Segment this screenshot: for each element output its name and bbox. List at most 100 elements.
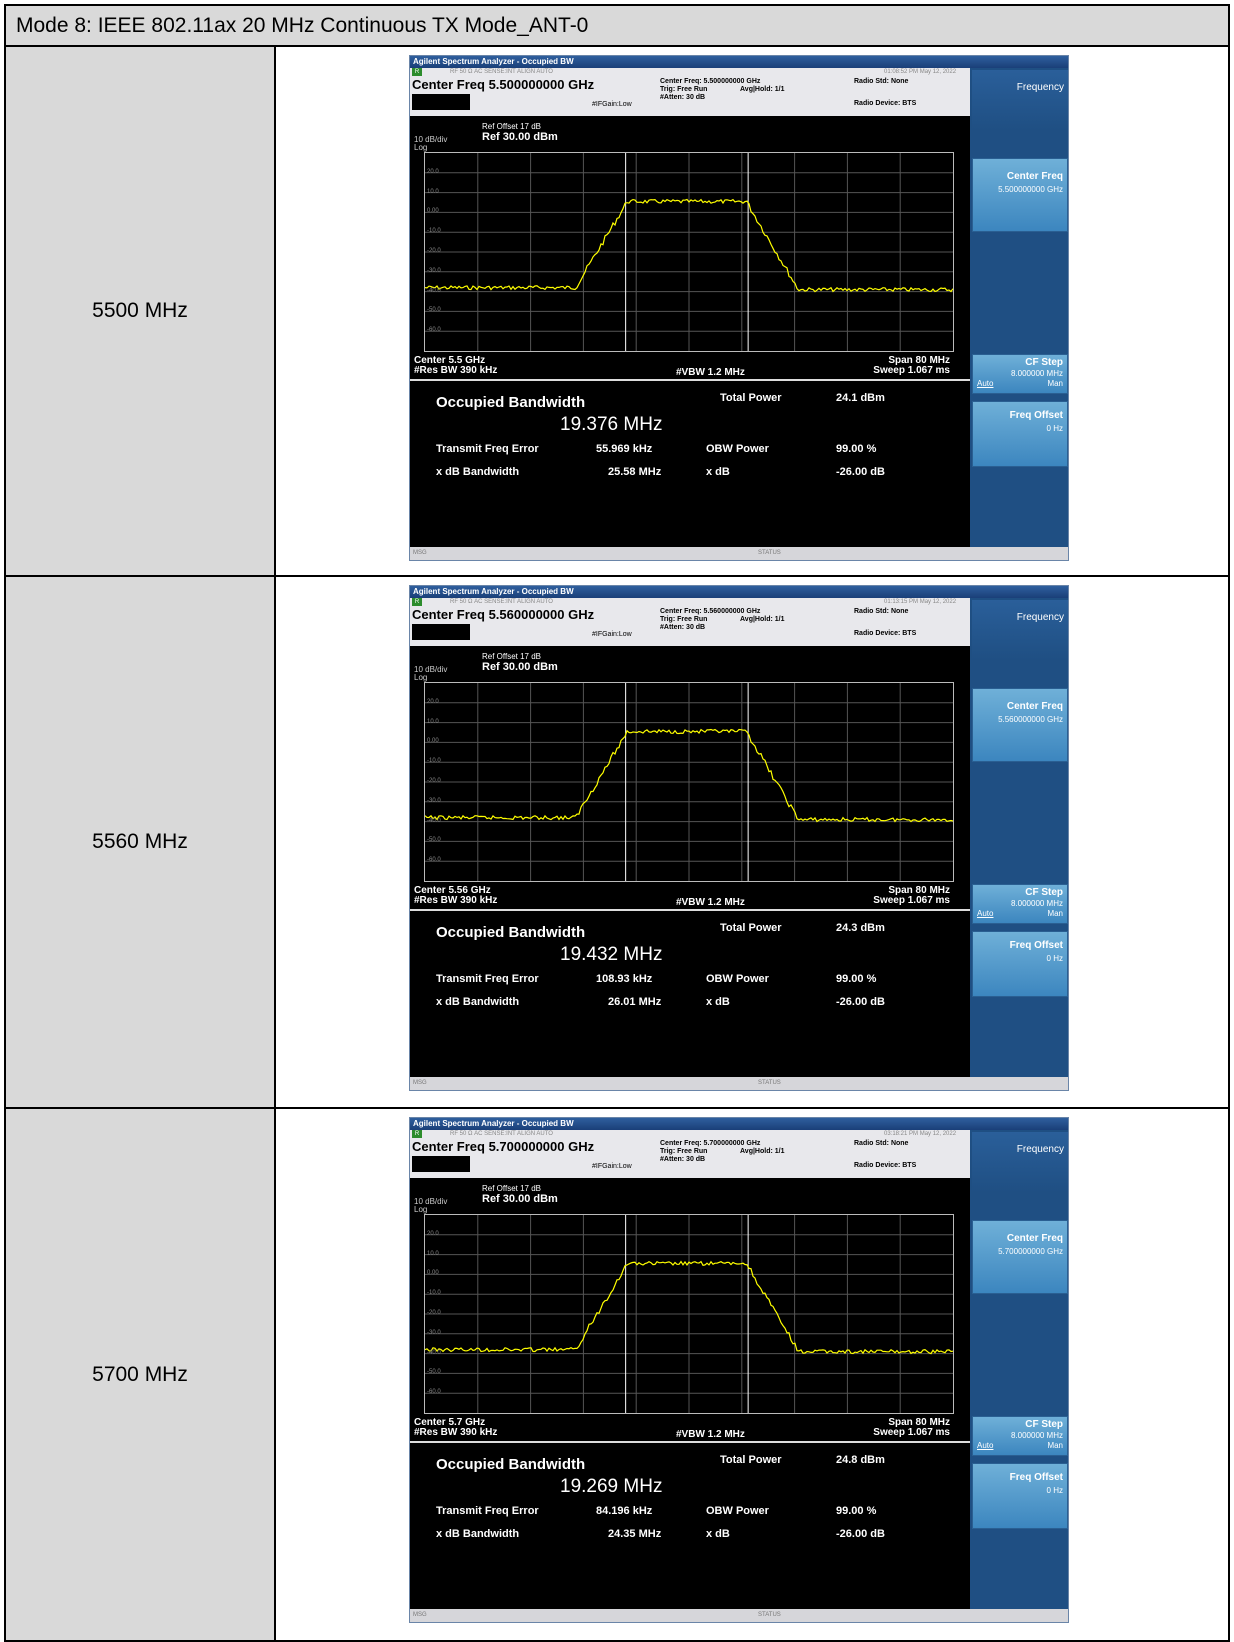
center-freq-readout[interactable]: Center Freq 5.560000000 GHz	[412, 607, 595, 622]
atten-label: #Atten: 30 dB	[660, 94, 706, 101]
y-tick-label: -50.0	[427, 837, 441, 844]
auto-option[interactable]: Auto	[977, 909, 994, 918]
freq-offset-softkey[interactable]: Freq Offset 0 Hz	[972, 1463, 1068, 1529]
xdb-value: -26.00 dB	[836, 996, 885, 1008]
ref-level-label: Ref 30.00 dBm	[482, 131, 558, 143]
span-sweep-labels: Span 80 MHz Sweep 1.067 ms	[873, 1418, 950, 1438]
center-freq-softkey[interactable]: Center Freq 5.500000000 GHz	[972, 158, 1068, 232]
spectrum-graticule: 20.0 10.0 0.00 -10.0 -20.0 -30.0 -40.0 -50.0 -60…	[424, 152, 954, 352]
radio-device-label: Radio Device: BTS	[854, 1162, 917, 1169]
table-row: 5700 MHz Agilent Spectrum Analyzer - Occ…	[4, 1107, 1230, 1642]
obw-title: Occupied Bandwidth	[436, 394, 586, 411]
frequency-label: 5700 MHz	[4, 1107, 276, 1642]
table-row: 5560 MHz Agilent Spectrum Analyzer - Occ…	[4, 575, 1230, 1109]
radio-std-label: Radio Std: None	[854, 78, 909, 85]
r-flag: R	[412, 68, 422, 76]
status-top-row: R RF 50 Ω AC SENSE:INT ALIGN AUTO 01:13:…	[410, 598, 970, 606]
vbw-label: #VBW 1.2 MHz	[676, 367, 745, 378]
avg-hold-label: Avg|Hold: 1/1	[740, 86, 785, 93]
status-bar: MSG STATUS	[410, 1077, 1068, 1090]
spectrum-analyzer-screen: Agilent Spectrum Analyzer - Occupied BW …	[409, 585, 1069, 1091]
center-freq-readout[interactable]: Center Freq 5.500000000 GHz	[412, 77, 595, 92]
xdb-value: -26.00 dB	[836, 466, 885, 478]
center-freq-readout[interactable]: Center Freq 5.700000000 GHz	[412, 1139, 595, 1154]
divider	[410, 909, 970, 911]
softkey-panel: Frequency Center Freq 5.560000000 GHz CF…	[970, 598, 1068, 1079]
center-freq-small: Center Freq: 5.700000000 GHz	[660, 1140, 761, 1147]
y-tick-label: 10.0	[427, 1250, 439, 1257]
xdb-bandwidth-value: 25.58 MHz	[608, 466, 662, 478]
transmit-freq-error-label: Transmit Freq Error	[436, 973, 539, 985]
center-freq-label: Center 5.5 GHz	[414, 355, 486, 366]
results-table: Mode 8: IEEE 802.11ax 20 MHz Continuous …	[4, 4, 1230, 1642]
window-title: Agilent Spectrum Analyzer - Occupied BW	[410, 586, 1068, 598]
msg-label: MSG	[413, 550, 427, 556]
total-power-label: Total Power	[720, 392, 782, 404]
total-power-label: Total Power	[720, 922, 782, 934]
freq-offset-softkey[interactable]: Freq Offset 0 Hz	[972, 931, 1068, 997]
center-freq-softkey[interactable]: Center Freq 5.700000000 GHz	[972, 1220, 1068, 1294]
obw-value: 19.432 MHz	[560, 944, 663, 965]
transmit-freq-error-value: 108.93 kHz	[596, 973, 653, 985]
obw-power-label: OBW Power	[706, 1505, 769, 1517]
cf-step-softkey[interactable]: CF Step 8.000000 MHz Auto Man	[972, 354, 1068, 394]
softkey-panel: Frequency Center Freq 5.700000000 GHz CF…	[970, 1130, 1068, 1611]
obw-power-value: 99.00 %	[836, 1505, 877, 1517]
xdb-label: x dB	[706, 1528, 730, 1540]
softkey-panel: Frequency Center Freq 5.500000000 GHz CF…	[970, 68, 1068, 549]
ifgain-label: #IFGain:Low	[592, 101, 632, 108]
center-freq-softkey[interactable]: Center Freq 5.560000000 GHz	[972, 688, 1068, 762]
obw-title: Occupied Bandwidth	[436, 924, 586, 941]
y-tick-label: 0.00	[427, 208, 439, 215]
radio-std-label: Radio Std: None	[854, 1140, 909, 1147]
measurement-status-bar: R RF 50 Ω AC SENSE:INT ALIGN AUTO 01:08:…	[410, 68, 970, 116]
cf-step-softkey[interactable]: CF Step 8.000000 MHz Auto Man	[972, 1416, 1068, 1456]
y-tick-label: -60.0	[427, 327, 441, 334]
ref-level-label: Ref 30.00 dBm	[482, 1193, 558, 1205]
msg-label: MSG	[413, 1612, 427, 1618]
man-option[interactable]: Man	[1047, 909, 1063, 918]
man-option[interactable]: Man	[1047, 1441, 1063, 1450]
y-tick-label: -10.0	[427, 1290, 441, 1297]
avg-hold-label: Avg|Hold: 1/1	[740, 1148, 785, 1155]
divider	[410, 379, 970, 381]
atten-label: #Atten: 30 dB	[660, 1156, 706, 1163]
status-label: STATUS	[758, 550, 781, 556]
man-option[interactable]: Man	[1047, 379, 1063, 388]
status-bar: MSG STATUS	[410, 1609, 1068, 1622]
obw-power-label: OBW Power	[706, 443, 769, 455]
r-flag: R	[412, 1130, 422, 1138]
total-power-value: 24.8 dBm	[836, 1454, 885, 1466]
measurement-status-bar: R RF 50 Ω AC SENSE:INT ALIGN AUTO 01:13:…	[410, 598, 970, 646]
y-tick-label: -30.0	[427, 267, 441, 274]
marker-box	[412, 1156, 470, 1172]
ref-offset-label: Ref Offset 17 dB	[482, 1184, 541, 1193]
y-tick-label: -40.0	[427, 1349, 441, 1356]
sweep-label: Sweep 1.067 ms	[873, 1427, 950, 1438]
spectrum-trace	[425, 728, 953, 823]
frequency-label: 5560 MHz	[4, 575, 276, 1109]
radio-device-label: Radio Device: BTS	[854, 100, 917, 107]
freq-offset-softkey[interactable]: Freq Offset 0 Hz	[972, 401, 1068, 467]
spectrum-plot	[425, 683, 953, 881]
ref-level-label: Ref 30.00 dBm	[482, 661, 558, 673]
res-bw-label: #Res BW 390 kHz	[414, 895, 498, 906]
status-top-text: RF 50 Ω AC SENSE:INT ALIGN AUTO	[450, 69, 553, 75]
y-tick-label: -20.0	[427, 1310, 441, 1316]
xdb-value: -26.00 dB	[836, 1528, 885, 1540]
auto-option[interactable]: Auto	[977, 1441, 994, 1450]
window-title: Agilent Spectrum Analyzer - Occupied BW	[410, 56, 1068, 68]
obw-value: 19.376 MHz	[560, 414, 663, 435]
y-tick-label: 20.0	[427, 168, 439, 175]
total-power-value: 24.1 dBm	[836, 392, 885, 404]
marker-box	[412, 94, 470, 110]
center-rbw-labels: Center 5.7 GHz #Res BW 390 kHz	[414, 1418, 497, 1438]
analyzer-screenshot-cell: Agilent Spectrum Analyzer - Occupied BW …	[274, 575, 1230, 1109]
y-tick-label: -20.0	[427, 248, 441, 254]
status-top-text: RF 50 Ω AC SENSE:INT ALIGN AUTO	[450, 599, 553, 605]
auto-option[interactable]: Auto	[977, 379, 994, 388]
y-tick-label: -60.0	[427, 857, 441, 864]
obw-title: Occupied Bandwidth	[436, 1456, 586, 1473]
cf-step-softkey[interactable]: CF Step 8.000000 MHz Auto Man	[972, 884, 1068, 924]
